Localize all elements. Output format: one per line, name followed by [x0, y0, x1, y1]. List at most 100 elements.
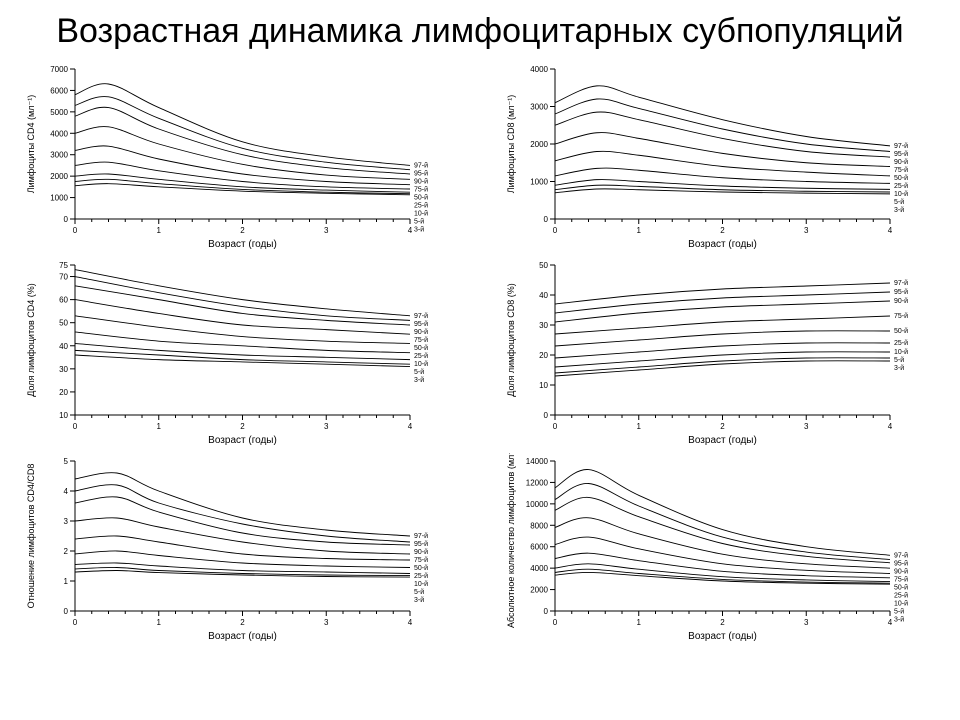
svg-text:97-й: 97-й — [414, 311, 428, 319]
svg-text:40: 40 — [59, 341, 68, 350]
svg-text:10: 10 — [59, 411, 68, 420]
svg-text:50-й: 50-й — [894, 327, 908, 335]
svg-text:4000: 4000 — [530, 564, 548, 573]
svg-text:1: 1 — [157, 618, 162, 627]
svg-text:50: 50 — [59, 318, 68, 327]
svg-text:10-й: 10-й — [414, 359, 428, 367]
svg-text:2: 2 — [240, 226, 245, 235]
svg-text:7000: 7000 — [50, 65, 68, 74]
svg-text:4: 4 — [408, 226, 413, 235]
svg-text:10-й: 10-й — [414, 580, 428, 588]
svg-text:2: 2 — [240, 618, 245, 627]
svg-text:30: 30 — [59, 364, 68, 373]
svg-text:75-й: 75-й — [894, 312, 908, 320]
svg-text:2: 2 — [720, 226, 725, 235]
svg-text:3: 3 — [804, 422, 809, 431]
svg-text:75: 75 — [59, 261, 68, 270]
svg-text:95-й: 95-й — [414, 319, 428, 327]
svg-text:10-й: 10-й — [894, 348, 908, 356]
svg-text:1: 1 — [157, 422, 162, 431]
svg-text:5-й: 5-й — [414, 217, 424, 225]
svg-text:Возраст (годы): Возраст (годы) — [688, 435, 757, 446]
svg-text:25-й: 25-й — [414, 201, 428, 209]
svg-text:25-й: 25-й — [894, 591, 908, 599]
svg-text:12000: 12000 — [526, 478, 549, 487]
svg-text:2: 2 — [720, 422, 725, 431]
svg-text:25-й: 25-й — [894, 339, 908, 347]
svg-text:90-й: 90-й — [414, 177, 428, 185]
svg-text:50-й: 50-й — [894, 583, 908, 591]
panel-lymph-abs: 0123402000400060008000100001200014000Воз… — [500, 453, 940, 643]
svg-text:6000: 6000 — [530, 542, 548, 551]
svg-text:5000: 5000 — [50, 107, 68, 116]
svg-text:75-й: 75-й — [414, 185, 428, 193]
svg-text:4000: 4000 — [50, 129, 68, 138]
svg-text:0: 0 — [544, 607, 549, 616]
svg-text:1000: 1000 — [530, 177, 548, 186]
svg-text:95-й: 95-й — [414, 540, 428, 548]
svg-text:95-й: 95-й — [894, 559, 908, 567]
page-title: Возрастная динамика лимфоцитарных субпоп… — [20, 10, 940, 53]
svg-text:40: 40 — [539, 291, 548, 300]
svg-text:3: 3 — [324, 226, 329, 235]
svg-text:Абсолютное количество лимфоцит: Абсолютное количество лимфоцитов (мл⁻¹) — [506, 453, 516, 628]
svg-text:50: 50 — [539, 261, 548, 270]
svg-text:Возраст (годы): Возраст (годы) — [208, 239, 277, 250]
svg-text:20: 20 — [539, 351, 548, 360]
svg-text:50-й: 50-й — [894, 173, 908, 181]
svg-text:4: 4 — [408, 618, 413, 627]
svg-text:4: 4 — [888, 618, 893, 627]
svg-text:1: 1 — [637, 226, 642, 235]
svg-text:10-й: 10-й — [894, 599, 908, 607]
svg-text:Возраст (годы): Возраст (годы) — [208, 435, 277, 446]
svg-text:0: 0 — [73, 618, 78, 627]
svg-text:Лимфоциты CD4 (мл⁻¹): Лимфоциты CD4 (мл⁻¹) — [26, 94, 36, 193]
svg-text:3-й: 3-й — [414, 225, 424, 233]
svg-text:3: 3 — [804, 618, 809, 627]
svg-text:50-й: 50-й — [414, 564, 428, 572]
svg-text:20: 20 — [59, 387, 68, 396]
svg-text:30: 30 — [539, 321, 548, 330]
svg-text:0: 0 — [553, 226, 558, 235]
svg-text:1: 1 — [64, 577, 69, 586]
panel-cd4cd8-ratio: 01234012345Возраст (годы)Отношение лимфо… — [20, 453, 460, 643]
svg-text:Отношение лимфоцитов CD4/CD8: Отношение лимфоцитов CD4/CD8 — [26, 463, 36, 608]
svg-text:Доля лимфоцитов CD8 (%): Доля лимфоцитов CD8 (%) — [506, 283, 516, 397]
svg-text:8000: 8000 — [530, 521, 548, 530]
svg-text:75-й: 75-й — [894, 165, 908, 173]
svg-text:0: 0 — [553, 618, 558, 627]
svg-text:5: 5 — [64, 457, 69, 466]
svg-text:0: 0 — [544, 215, 549, 224]
svg-text:90-й: 90-й — [414, 548, 428, 556]
svg-text:3000: 3000 — [530, 102, 548, 111]
svg-text:3-й: 3-й — [894, 615, 904, 623]
svg-text:Возраст (годы): Возраст (годы) — [688, 631, 757, 642]
svg-text:0: 0 — [64, 607, 69, 616]
svg-text:25-й: 25-й — [894, 181, 908, 189]
svg-text:Доля лимфоцитов CD4 (%): Доля лимфоцитов CD4 (%) — [26, 283, 36, 397]
panel-cd8-abs: 0123401000200030004000Возраст (годы)Лимф… — [500, 61, 940, 251]
svg-text:5-й: 5-й — [894, 356, 904, 364]
svg-text:4: 4 — [888, 422, 893, 431]
svg-text:10: 10 — [539, 381, 548, 390]
svg-text:5-й: 5-й — [414, 588, 424, 596]
svg-text:4: 4 — [408, 422, 413, 431]
svg-text:0: 0 — [553, 422, 558, 431]
svg-text:1: 1 — [637, 618, 642, 627]
svg-text:3000: 3000 — [50, 150, 68, 159]
svg-text:Возраст (годы): Возраст (годы) — [688, 239, 757, 250]
svg-text:3-й: 3-й — [894, 205, 904, 213]
svg-text:2000: 2000 — [50, 172, 68, 181]
panel-cd4-abs: 0123401000200030004000500060007000Возрас… — [20, 61, 460, 251]
svg-text:3: 3 — [324, 618, 329, 627]
svg-text:3-й: 3-й — [414, 375, 424, 383]
svg-text:2: 2 — [720, 618, 725, 627]
svg-text:0: 0 — [544, 411, 549, 420]
svg-text:2000: 2000 — [530, 585, 548, 594]
svg-text:95-й: 95-й — [894, 149, 908, 157]
svg-text:2: 2 — [64, 547, 69, 556]
svg-text:Возраст (годы): Возраст (годы) — [208, 631, 277, 642]
svg-text:5-й: 5-й — [894, 197, 904, 205]
svg-text:90-й: 90-й — [894, 157, 908, 165]
svg-text:97-й: 97-й — [894, 141, 908, 149]
